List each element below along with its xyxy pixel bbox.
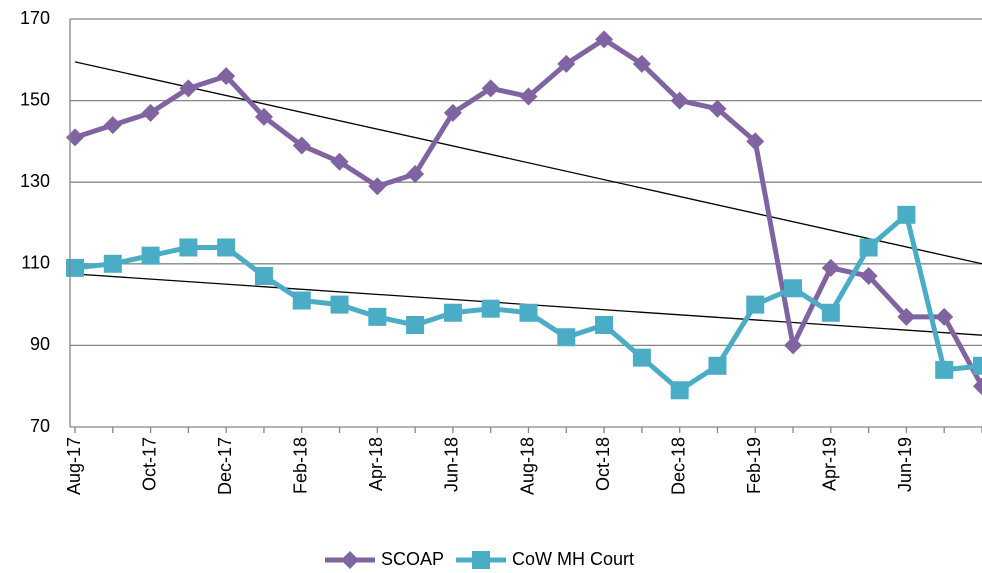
x-tick-label: Feb-19 [744, 437, 764, 494]
marker [897, 205, 916, 224]
x-tick-label: Apr-19 [820, 437, 840, 491]
marker [935, 360, 954, 379]
marker [368, 177, 387, 196]
x-tick-label: Jun-18 [442, 437, 462, 492]
marker [519, 87, 538, 106]
legend-label: SCOAP [381, 549, 444, 569]
x-tick-label: Oct-17 [139, 437, 159, 491]
x-tick-label: Oct-18 [593, 437, 613, 491]
marker [254, 267, 273, 286]
marker [746, 295, 765, 314]
marker [254, 107, 273, 126]
x-tick-label: Dec-18 [668, 437, 688, 495]
marker [141, 103, 160, 122]
marker [632, 348, 651, 367]
legend-item: CoW MH Court [456, 549, 634, 569]
marker [406, 316, 425, 334]
x-tick-label: Apr-18 [366, 437, 386, 491]
marker [292, 291, 311, 310]
series-line [74, 212, 982, 393]
marker [179, 79, 198, 98]
marker [217, 238, 236, 257]
marker [821, 258, 840, 277]
marker [66, 258, 84, 277]
marker [670, 91, 689, 110]
marker [973, 377, 982, 396]
x-tick-label: Feb-18 [291, 437, 311, 494]
marker [481, 79, 500, 98]
y-tick-label: 90 [30, 334, 50, 354]
y-tick-label: 130 [20, 171, 50, 191]
y-tick-label: 150 [20, 89, 50, 109]
marker [973, 356, 982, 375]
marker [406, 165, 425, 184]
marker [632, 54, 651, 73]
marker [859, 267, 878, 286]
marker [708, 99, 727, 118]
marker [179, 238, 198, 257]
trendline [74, 61, 982, 265]
marker [821, 303, 840, 322]
legend-marker [472, 551, 491, 569]
marker [557, 54, 576, 73]
marker [443, 103, 462, 122]
marker [595, 30, 614, 49]
marker [443, 303, 462, 322]
legend-label: CoW MH Court [512, 549, 634, 569]
marker [859, 238, 878, 257]
x-tick-label: Aug-17 [64, 437, 84, 495]
marker [897, 307, 916, 326]
marker [330, 295, 349, 314]
marker [66, 128, 84, 147]
marker [670, 381, 689, 400]
x-tick-label: Jun-19 [895, 437, 915, 492]
marker [330, 152, 349, 171]
y-tick-label: 170 [20, 8, 50, 28]
marker [784, 279, 803, 298]
y-tick-label: 110 [21, 253, 50, 273]
marker [217, 67, 236, 86]
x-tick-label: Dec-17 [215, 437, 235, 495]
y-tick-label: 70 [30, 416, 50, 436]
marker [519, 303, 538, 322]
marker [368, 307, 387, 326]
marker [103, 254, 122, 273]
marker [595, 316, 614, 334]
legend-marker [341, 551, 359, 569]
marker [103, 116, 122, 135]
marker [935, 307, 954, 326]
marker [784, 336, 803, 355]
marker [481, 299, 500, 318]
marker [292, 136, 311, 155]
marker [557, 328, 576, 347]
marker [746, 132, 765, 151]
marker [141, 246, 160, 265]
legend-item: SCOAP [325, 549, 444, 569]
x-tick-label: Aug-18 [517, 437, 537, 495]
marker [708, 356, 727, 375]
